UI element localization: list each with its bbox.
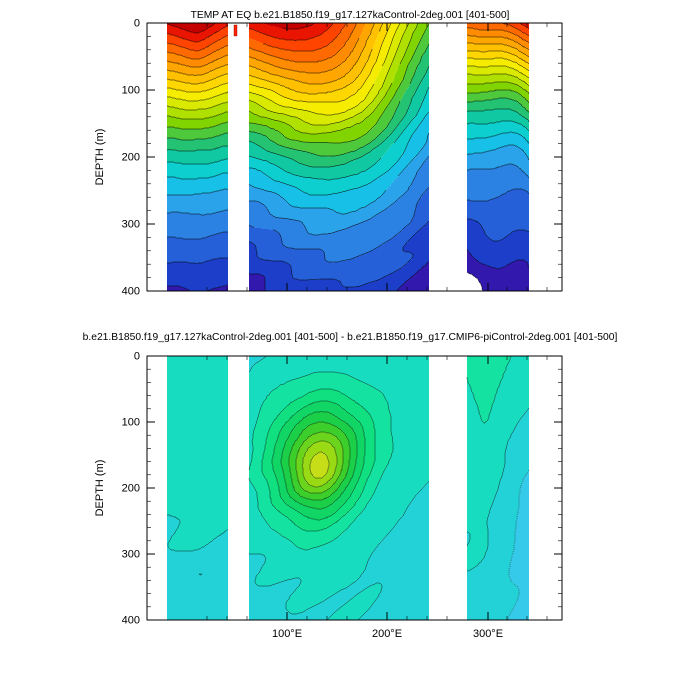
svg-text:100: 100 bbox=[122, 85, 140, 97]
svg-text:100: 100 bbox=[122, 417, 140, 429]
svg-text:300: 300 bbox=[122, 549, 140, 561]
svg-text:DEPTH (m): DEPTH (m) bbox=[94, 129, 106, 186]
svg-text:b.e21.B1850.f19_g17.127kaContr: b.e21.B1850.f19_g17.127kaControl-2deg.00… bbox=[83, 332, 618, 343]
svg-text:0: 0 bbox=[134, 351, 140, 363]
svg-text:DEPTH (m): DEPTH (m) bbox=[94, 460, 106, 517]
svg-text:100°E: 100°E bbox=[272, 628, 302, 640]
svg-text:300°E: 300°E bbox=[473, 628, 503, 640]
svg-text:400: 400 bbox=[122, 615, 140, 627]
svg-text:200: 200 bbox=[122, 152, 140, 164]
svg-text:200: 200 bbox=[122, 483, 140, 495]
svg-text:300: 300 bbox=[122, 219, 140, 231]
svg-text:0: 0 bbox=[134, 18, 140, 30]
svg-text:TEMP AT EQ b.e21.B1850.f19_g17: TEMP AT EQ b.e21.B1850.f19_g17.127kaCont… bbox=[191, 10, 510, 21]
svg-text:400: 400 bbox=[122, 286, 140, 298]
svg-text:200°E: 200°E bbox=[372, 628, 402, 640]
